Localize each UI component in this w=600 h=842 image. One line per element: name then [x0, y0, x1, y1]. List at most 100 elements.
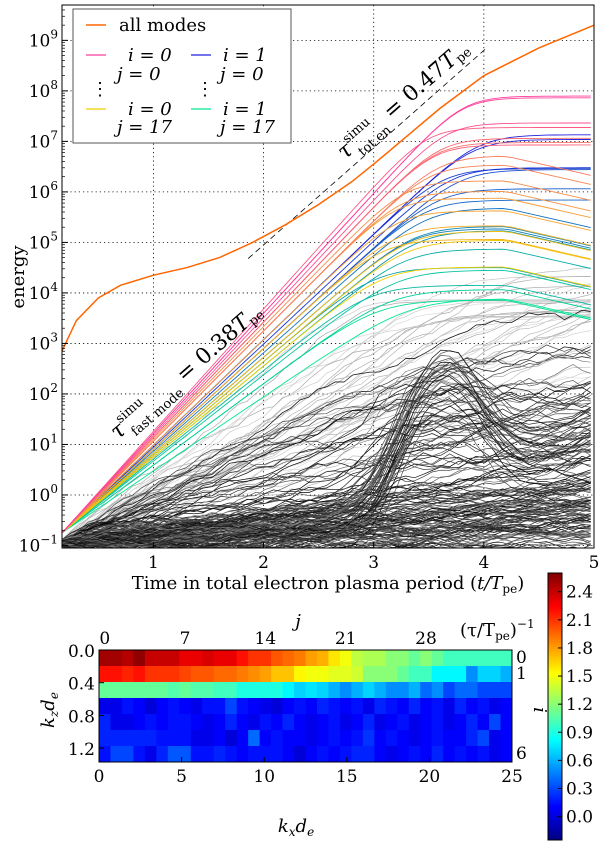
background-mode-line	[62, 378, 591, 545]
mode-line-i0-j9	[62, 180, 591, 534]
heatmap-cell	[202, 698, 215, 715]
colorbar-segment	[548, 804, 562, 808]
heatmap-cell	[133, 666, 146, 683]
heatmap-cell	[294, 698, 306, 715]
background-mode-line	[62, 529, 591, 548]
heatmap-cell	[133, 746, 146, 763]
mode-line-i1-j13	[62, 284, 591, 534]
heatmap-cell	[259, 730, 272, 747]
heatmap-cell	[271, 730, 283, 747]
heatmap-cell	[110, 714, 123, 731]
colorbar-segment	[548, 715, 562, 719]
heatmap-cell	[328, 730, 341, 747]
heatmap-cell	[213, 666, 226, 683]
heatmap-cell	[454, 682, 467, 699]
colorbar-segment	[548, 646, 562, 650]
heatmap-cell	[305, 666, 318, 683]
heatmap-x-tick-label: 10	[253, 767, 275, 787]
background-mode-line	[62, 433, 591, 540]
heatmap-cell	[351, 698, 364, 715]
colorbar-tick-label: 1.8	[566, 639, 593, 659]
mode-line-i1-j7	[62, 208, 591, 534]
background-mode-line	[62, 501, 591, 546]
heatmap-cell	[489, 698, 501, 715]
heatmap-cell	[190, 730, 203, 747]
colorbar-segment	[548, 688, 562, 692]
background-mode-line	[62, 356, 591, 542]
colorbar-segment	[548, 702, 562, 705]
y-tick-label: 100	[29, 482, 58, 506]
heatmap-cell	[190, 746, 203, 763]
heatmap-cell	[431, 714, 444, 731]
heatmap-cell	[282, 666, 295, 683]
legend-box	[72, 8, 292, 144]
heatmap-cell	[271, 666, 283, 683]
y-tick-label: 101	[29, 431, 58, 455]
heatmap-cell	[420, 698, 433, 715]
heatmap-cell	[156, 666, 169, 683]
y-tick-label: 103	[29, 330, 58, 354]
total-energy-annotation: τsimutot en = 0.47Tpe	[331, 34, 480, 170]
x-tick-label: 2	[258, 553, 269, 573]
heatmap-cell	[305, 714, 318, 731]
colorbar-segment	[548, 597, 562, 601]
x-tick-label: 3	[368, 553, 379, 573]
energy-plot: 1 2 3 4 510−1100101102103104105106107108109 …	[8, 4, 599, 596]
heatmap-cell	[500, 698, 513, 715]
background-mode-line	[62, 380, 591, 545]
colorbar-segment	[548, 742, 562, 745]
background-mode-line	[62, 505, 591, 544]
colorbar-segment	[548, 768, 562, 772]
background-mode-line	[62, 523, 591, 548]
heatmap-cell	[156, 730, 169, 747]
colorbar-segment	[548, 764, 562, 768]
heatmap-cell	[397, 714, 410, 731]
colorbar-segment	[548, 639, 562, 643]
legend-label-j0: j = 0	[113, 64, 161, 85]
colorbar-segment	[548, 699, 562, 703]
colorbar-tick-label: 0.3	[566, 779, 593, 799]
heatmap-cell	[179, 730, 192, 747]
colorbar-segment	[548, 679, 562, 683]
heatmap-cell	[500, 730, 513, 747]
heatmap-cell	[259, 666, 272, 683]
x-tick-label: 4	[478, 553, 489, 573]
colorbar-segment	[548, 666, 562, 670]
heatmap-cell	[339, 698, 352, 715]
colorbar-segment	[548, 835, 562, 839]
heatmap-cell	[316, 682, 329, 699]
colorbar-segment	[548, 675, 562, 679]
heatmap-cell	[385, 746, 398, 763]
heatmap-cell	[454, 650, 467, 667]
background-mode-line	[62, 351, 591, 541]
background-mode-line	[62, 300, 591, 545]
colorbar-segment	[548, 771, 562, 774]
colorbar-segment	[548, 722, 562, 725]
heatmap-cell	[144, 650, 157, 667]
legend: all modes i = 0 j = 0 ⋮ i = 1 j = 0 ⋮ i …	[72, 8, 292, 144]
heatmap-cell	[248, 666, 261, 683]
colorbar-segment	[548, 828, 562, 832]
heatmap-cell	[397, 682, 410, 699]
heatmap-cell	[443, 650, 456, 667]
heatmap-cell	[156, 714, 169, 731]
heatmap-j-tick-label: 14	[255, 629, 277, 649]
mode-line-i0-j17	[62, 266, 591, 534]
heatmap-y-tick-label: 0.0	[68, 642, 95, 662]
y-tick-label: 106	[29, 179, 58, 203]
colorbar-segment	[548, 779, 562, 783]
heatmap-i-tick-label: 1	[516, 664, 527, 684]
heatmap-cell	[202, 714, 215, 731]
colorbar-segment	[548, 831, 562, 834]
heatmap-cell	[466, 682, 478, 699]
y-tick-label: 102	[29, 381, 58, 405]
heatmap-cell	[121, 650, 134, 667]
colorbar-segment	[548, 590, 562, 594]
heatmap-cell	[431, 682, 444, 699]
heatmap-cell	[431, 746, 444, 763]
heatmap-y-tick-label: 0.8	[68, 707, 95, 727]
colorbar-segment	[548, 793, 562, 796]
heatmap-cell	[121, 714, 134, 731]
background-mode-line	[62, 457, 591, 542]
heatmap-cell	[167, 666, 180, 683]
